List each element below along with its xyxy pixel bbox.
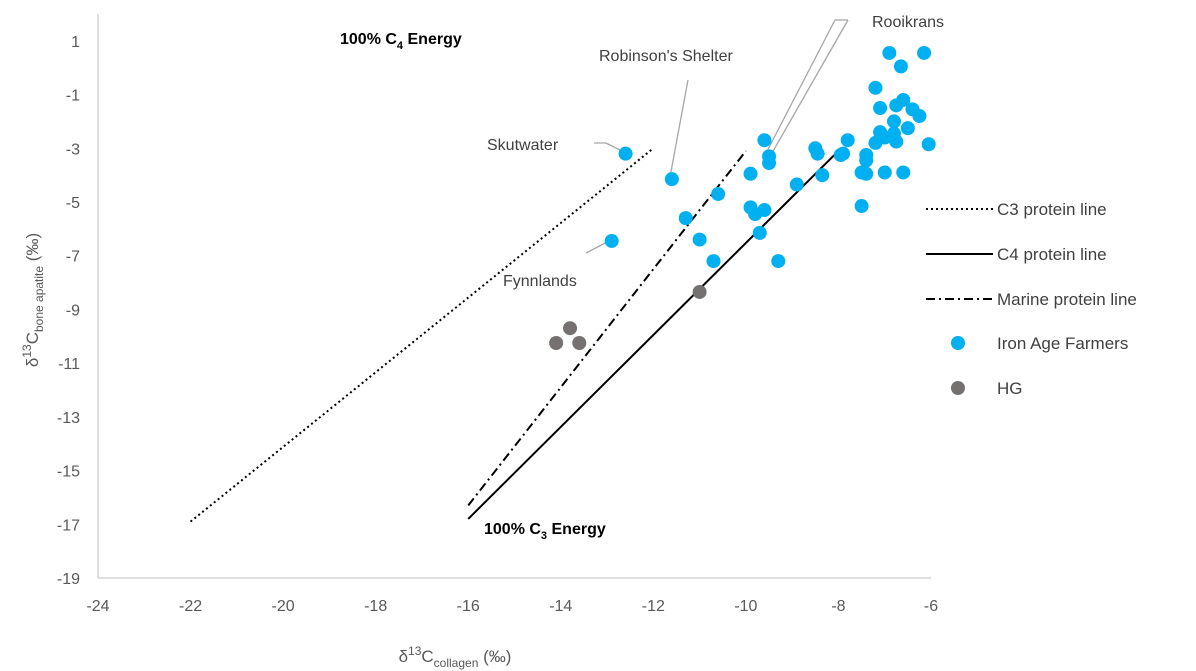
legend-label: Marine protein line	[997, 290, 1137, 309]
tick-labels: -24 -22 -20 -18 -16 -14 -12 -10 -8 -6 1 -1 -3 -5 -7 -9 -…	[57, 34, 938, 615]
iron-age-farmer-point	[859, 153, 874, 168]
y-tick-label: -17	[57, 517, 80, 534]
iron-age-farmer-point	[692, 232, 707, 247]
x-tick-label: -14	[549, 598, 572, 615]
annotation-fynnlands: Fynnlands	[503, 273, 577, 290]
iron-age-farmer-point	[757, 203, 772, 218]
x-tick-label: -18	[364, 598, 387, 615]
legend-label: C4 protein line	[997, 245, 1107, 264]
x-tick-label: -6	[924, 598, 938, 615]
x-tick-label: -24	[86, 598, 109, 615]
y-tick-label: 1	[71, 34, 80, 51]
y-tick-label: -3	[66, 141, 80, 158]
iron-age-farmer-point	[873, 101, 888, 115]
annotation-labels: Skutwater Robinson's Shelter Rooikrans Fynn…	[487, 14, 944, 290]
iron-age-farmer-point	[877, 165, 892, 180]
legend-label: HG	[997, 379, 1023, 398]
x-tick-label: -20	[272, 598, 295, 615]
protein-line-1	[467, 150, 840, 520]
hg-point	[549, 336, 564, 350]
iron-age-farmer-point	[771, 254, 786, 269]
iron-age-farmer-point	[706, 254, 721, 269]
protein-line-0	[189, 147, 654, 523]
iron-age-farmer-point	[896, 92, 911, 107]
legend: C3 protein line C4 protein line Marine pro…	[926, 200, 1137, 398]
iron-age-farmer-point	[604, 233, 619, 248]
iron-age-farmer-point	[757, 133, 772, 148]
hg-point	[572, 336, 587, 350]
energy-label-c4: 100% C4 Energy	[340, 31, 462, 52]
annotation-leader-line	[767, 19, 849, 161]
y-tick-label: -9	[66, 302, 80, 319]
y-tick-label: -1	[66, 88, 80, 105]
x-tick-label: -16	[457, 598, 480, 615]
iron-age-farmer-point	[921, 137, 936, 152]
annotation-robinsons: Robinson's Shelter	[599, 48, 733, 65]
iron-age-farmer-point	[810, 146, 825, 161]
iron-age-farmer-point	[882, 45, 897, 60]
data-points	[549, 45, 936, 350]
annotation-leaders	[585, 19, 849, 254]
annotation-leader-line	[669, 79, 689, 178]
y-tick-label: -5	[66, 195, 80, 212]
annotation-leader-line	[762, 19, 836, 160]
protein-line-2	[467, 150, 747, 507]
x-tick-label: -22	[179, 598, 202, 615]
hg-point	[692, 284, 707, 299]
iron-age-farmer-point	[854, 199, 869, 214]
annotation-leader-line	[594, 142, 625, 153]
y-tick-label: -7	[66, 249, 80, 266]
iron-age-farmer-point	[900, 121, 915, 136]
iron-age-farmer-point	[859, 166, 874, 181]
iron-age-farmer-point	[912, 109, 927, 124]
protein-lines	[189, 147, 840, 523]
iron-age-farmer-point	[678, 211, 693, 226]
y-tick-label: -13	[57, 410, 80, 427]
iron-age-farmer-point	[889, 134, 904, 149]
x-tick-label: -10	[734, 598, 757, 615]
iron-age-farmer-point	[896, 165, 911, 180]
legend-label: Iron Age Farmers	[997, 334, 1128, 353]
iron-age-farmer-point	[815, 168, 830, 183]
y-axis-title: δ13Cbone apatite (‰)	[20, 233, 46, 367]
iron-age-farmer-point	[618, 146, 633, 161]
annotation-skutwater: Skutwater	[487, 137, 559, 154]
legend-marker-symbol	[951, 381, 965, 395]
x-tick-label: -12	[642, 598, 665, 615]
iron-age-farmer-point	[664, 172, 679, 187]
iron-age-farmer-point	[840, 133, 855, 148]
iron-age-farmer-point	[752, 225, 767, 240]
y-tick-label: -15	[57, 464, 80, 481]
legend-label: C3 protein line	[997, 200, 1107, 219]
iron-age-farmer-point	[789, 177, 804, 192]
iron-age-farmer-point	[762, 156, 777, 171]
y-tick-label: -19	[57, 571, 80, 588]
iron-age-farmer-point	[886, 114, 901, 129]
legend-marker-symbol	[951, 336, 965, 350]
axes	[97, 14, 931, 579]
iron-age-farmer-point	[893, 59, 908, 74]
iron-age-farmer-point	[711, 186, 726, 201]
iron-age-farmer-point	[833, 148, 848, 162]
hg-point	[563, 321, 578, 336]
iron-age-farmer-point	[743, 166, 758, 181]
annotation-rooikrans: Rooikrans	[872, 14, 944, 31]
iron-age-farmer-point	[868, 80, 883, 95]
iron-age-farmer-point	[917, 45, 932, 60]
energy-label-c3: 100% C3 Energy	[484, 521, 606, 542]
y-tick-label: -11	[58, 356, 80, 373]
x-axis-title: δ13Ccollagen (‰)	[399, 644, 512, 670]
x-tick-label: -8	[831, 598, 845, 615]
